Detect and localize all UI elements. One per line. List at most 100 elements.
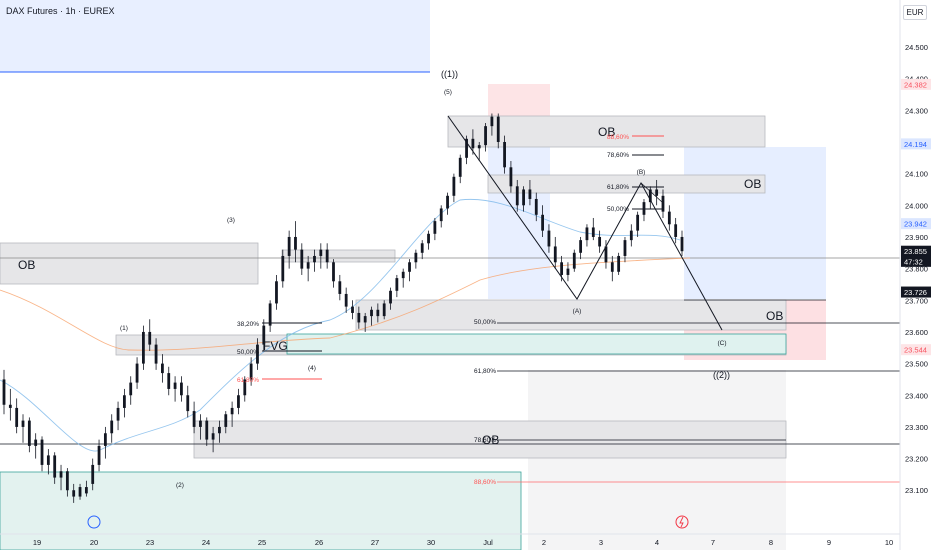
candle-body bbox=[237, 395, 240, 408]
time-tick-label: 19 bbox=[33, 538, 41, 547]
candle-body bbox=[186, 395, 190, 412]
candle bbox=[553, 236, 557, 269]
currency-button[interactable]: EUR bbox=[903, 5, 927, 20]
fib-right-886: 88,60% bbox=[607, 134, 629, 141]
price-tag-label: 23.544 bbox=[904, 346, 927, 355]
candle-body bbox=[97, 445, 101, 465]
candle-body bbox=[560, 262, 564, 275]
candle bbox=[122, 388, 126, 418]
blue-zone-right bbox=[684, 147, 826, 299]
price-axis-layer[interactable]: 24.50024.40024.30024.20024.10024.00023.9… bbox=[899, 0, 932, 550]
wave-label-c: (C) bbox=[717, 340, 726, 347]
time-tick-label: 24 bbox=[202, 538, 210, 547]
candle-body bbox=[180, 382, 183, 396]
candle bbox=[287, 230, 291, 269]
candle bbox=[237, 388, 240, 415]
candle bbox=[465, 135, 468, 165]
candle bbox=[414, 249, 418, 269]
candle bbox=[230, 401, 234, 427]
candle-body bbox=[389, 290, 392, 304]
ob-label-b: OB bbox=[744, 177, 761, 191]
candle-body bbox=[27, 420, 31, 446]
candle bbox=[655, 179, 659, 206]
candle bbox=[40, 436, 44, 472]
ob-zone-left bbox=[0, 242, 259, 285]
fib-right-618: 61,80% bbox=[607, 184, 629, 191]
candle-body bbox=[547, 230, 551, 247]
candle-body bbox=[91, 464, 95, 484]
candle-body bbox=[268, 303, 272, 326]
candle-body bbox=[2, 379, 6, 405]
candle-body bbox=[72, 490, 76, 497]
candle-body bbox=[167, 373, 171, 389]
candle bbox=[522, 186, 525, 212]
candle-body bbox=[509, 167, 513, 187]
candle-body bbox=[446, 195, 449, 209]
candle bbox=[8, 388, 12, 421]
candle bbox=[46, 449, 50, 475]
candle-body bbox=[161, 363, 164, 374]
candle-body bbox=[129, 382, 133, 396]
time-tick-label: 8 bbox=[769, 538, 773, 547]
candle-body bbox=[256, 344, 259, 364]
candle bbox=[325, 243, 329, 269]
candle-body bbox=[351, 306, 354, 313]
candle bbox=[135, 357, 139, 389]
time-axis-layer[interactable]: 19 20 23 24 25 26 27 30 Jul 2 3 4 7 8 9 10 bbox=[0, 533, 900, 547]
time-tick-label: 4 bbox=[655, 538, 659, 547]
price-tick-label: 24.500 bbox=[905, 43, 928, 52]
candle-body bbox=[458, 157, 462, 177]
fib-left-382: 38,20% bbox=[237, 321, 259, 328]
candle-body bbox=[211, 433, 215, 440]
candle-body bbox=[8, 404, 12, 408]
time-tick-label: 10 bbox=[885, 538, 893, 547]
candle-body bbox=[154, 344, 158, 364]
candle bbox=[629, 224, 633, 247]
candle-body bbox=[192, 411, 196, 427]
candle bbox=[27, 417, 31, 453]
wave-label-1-major: ((1)) bbox=[441, 69, 458, 79]
candle bbox=[408, 259, 411, 282]
fib-right-786: 78,60% bbox=[607, 152, 629, 159]
candle-body bbox=[135, 363, 139, 383]
candle-body bbox=[623, 240, 627, 256]
price-tick-label: 23.800 bbox=[905, 265, 928, 274]
price-tick-label: 23.900 bbox=[905, 233, 928, 242]
price-tick-label: 23.200 bbox=[905, 455, 928, 464]
price-tag-bg bbox=[901, 344, 931, 356]
candle-body bbox=[306, 262, 310, 269]
candle-body bbox=[382, 303, 386, 317]
fib-left-500: 50,00% bbox=[237, 349, 259, 356]
candle bbox=[401, 268, 405, 288]
candle bbox=[477, 141, 481, 161]
candle bbox=[59, 464, 63, 491]
price-tick-label: 24.000 bbox=[905, 201, 928, 210]
candle-body bbox=[243, 379, 247, 396]
candle bbox=[427, 230, 430, 250]
candle bbox=[154, 338, 158, 370]
candle bbox=[110, 414, 114, 443]
wave-b-tick bbox=[640, 182, 663, 203]
candle bbox=[256, 338, 259, 370]
candle-body bbox=[173, 382, 177, 389]
candle bbox=[636, 211, 640, 237]
fib-mid-786: 78,60% bbox=[474, 437, 496, 444]
time-tick-label: 27 bbox=[371, 538, 379, 547]
candle bbox=[186, 385, 190, 418]
candle bbox=[452, 173, 456, 203]
candle-body bbox=[642, 202, 646, 215]
candle bbox=[376, 303, 380, 323]
time-tick-label: 9 bbox=[827, 538, 831, 547]
candle bbox=[490, 113, 494, 136]
price-tag-label: 47:32 bbox=[904, 257, 923, 266]
price-tick-label: 24.300 bbox=[905, 106, 928, 115]
wave-label-a: (A) bbox=[573, 308, 582, 315]
candle-body bbox=[585, 227, 589, 241]
candle bbox=[300, 243, 304, 275]
price-tag-bg bbox=[901, 218, 931, 230]
candle bbox=[598, 230, 602, 253]
candle bbox=[503, 135, 506, 174]
candle-body bbox=[579, 240, 583, 253]
candle bbox=[566, 262, 570, 282]
